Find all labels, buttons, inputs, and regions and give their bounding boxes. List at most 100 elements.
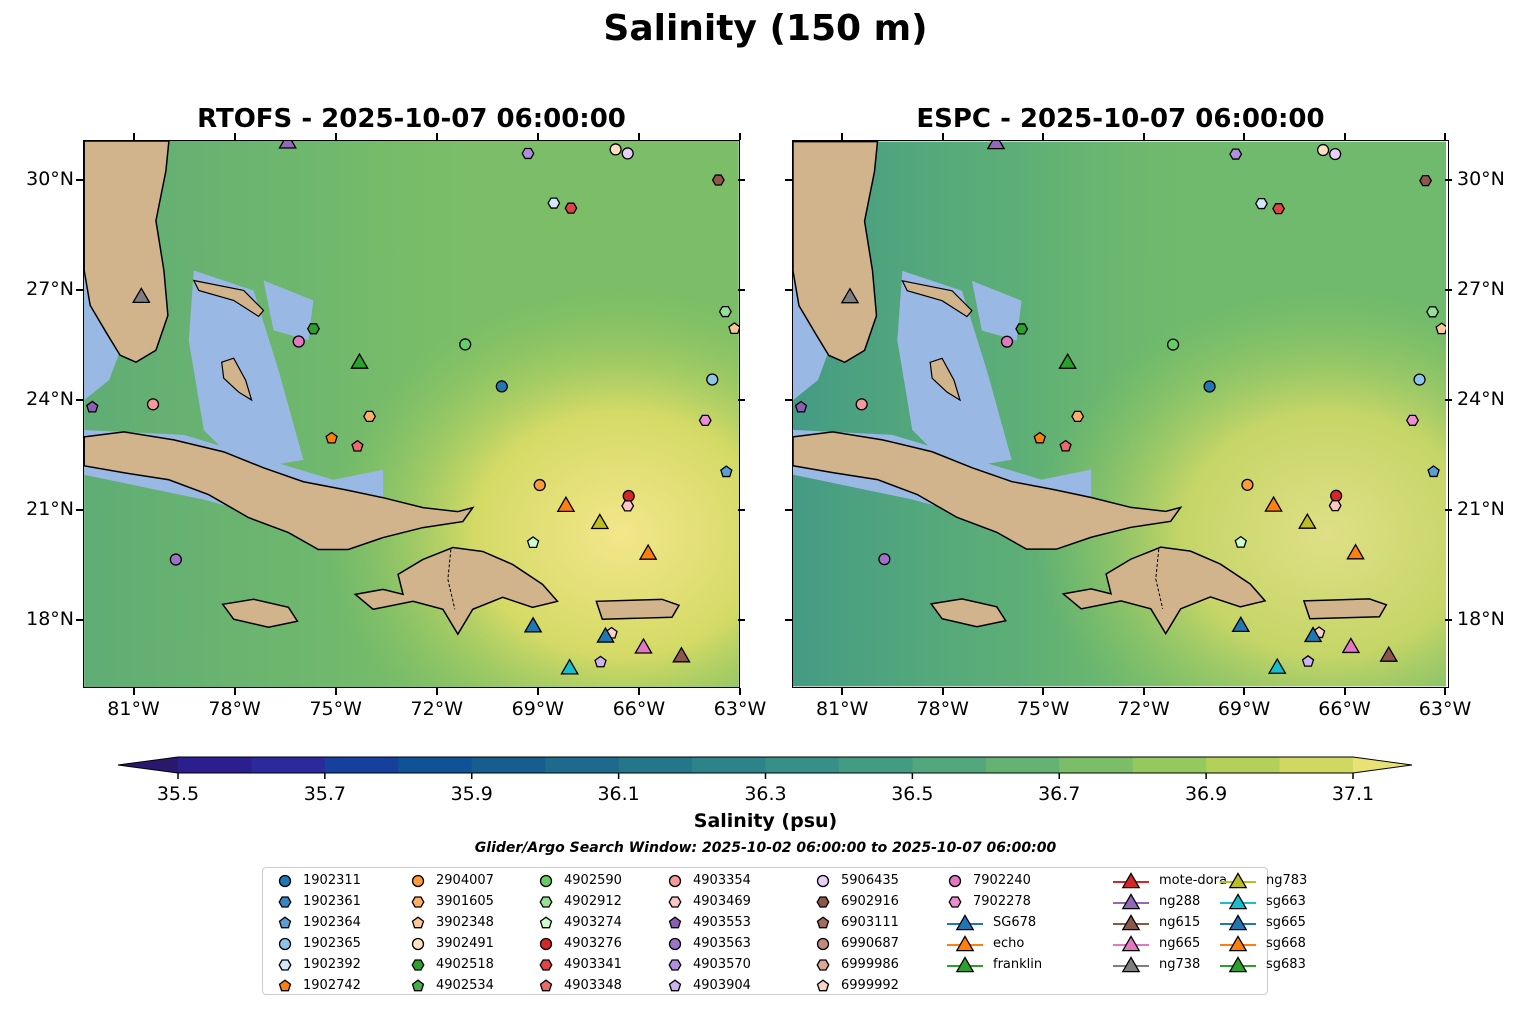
marker-4902518[interactable] <box>1015 323 1029 335</box>
marker-6902916[interactable] <box>1419 175 1433 187</box>
marker-franklin[interactable] <box>1058 352 1077 369</box>
colorbar-bin <box>1132 757 1207 773</box>
marker-2904007[interactable] <box>533 478 546 492</box>
legend-marker-pentagon-icon <box>668 978 682 991</box>
x-tick-label: 69°W <box>1217 698 1271 720</box>
marker-sg663[interactable] <box>1267 657 1287 674</box>
x-tick-mark <box>841 133 844 140</box>
marker-4903553[interactable] <box>86 400 99 413</box>
colorbar-extend-low <box>118 757 178 773</box>
marker-4903570[interactable] <box>521 147 535 160</box>
marker-ng783[interactable] <box>1298 512 1317 529</box>
marker-ng288[interactable] <box>986 133 1006 150</box>
legend-item-1902364: 1902364 <box>275 912 361 933</box>
marker-3901605[interactable] <box>1071 410 1085 423</box>
legend-label: 4903274 <box>564 915 622 930</box>
y-tick-mark <box>76 179 83 182</box>
marker-sg668[interactable] <box>1346 543 1365 560</box>
marker-1902311[interactable] <box>495 380 508 393</box>
marker-ng665[interactable] <box>634 637 653 654</box>
marker-4903354[interactable] <box>146 398 160 411</box>
legend-label: 6903111 <box>841 915 899 930</box>
marker-4903469[interactable] <box>1328 500 1342 512</box>
marker-4902912[interactable] <box>718 305 732 318</box>
marker-ng615[interactable] <box>1379 645 1399 662</box>
marker-4903570[interactable] <box>1229 148 1243 160</box>
marker-4903348[interactable] <box>351 439 364 452</box>
marker-7902240[interactable] <box>1000 335 1014 348</box>
colorbar-extend-high <box>1353 757 1412 773</box>
x-tick-mark <box>334 688 337 695</box>
marker-3902491[interactable] <box>609 143 622 156</box>
marker-echo[interactable] <box>556 495 576 512</box>
marker-4903341[interactable] <box>1272 203 1286 215</box>
marker-7902278[interactable] <box>698 414 712 427</box>
marker-sg665[interactable] <box>596 626 615 643</box>
marker-1902392[interactable] <box>547 197 561 209</box>
marker-4903274[interactable] <box>1234 535 1247 548</box>
marker-1902365[interactable] <box>1413 373 1426 386</box>
marker-2904007[interactable] <box>1241 478 1254 491</box>
marker-sg663[interactable] <box>560 658 579 675</box>
marker-6902916[interactable] <box>711 174 725 186</box>
marker-4903563[interactable] <box>878 553 891 566</box>
marker-4903563[interactable] <box>169 553 182 566</box>
x-tick-mark <box>739 133 741 140</box>
marker-4903276[interactable] <box>1330 489 1343 502</box>
marker-sg668[interactable] <box>638 543 658 560</box>
colorbar-bin <box>398 757 473 773</box>
map-rtofs[interactable] <box>83 132 741 688</box>
marker-3902348[interactable] <box>728 322 741 335</box>
marker-4902590[interactable] <box>1166 338 1180 351</box>
y-tick-label: 24°N <box>26 388 74 411</box>
marker-4902518[interactable] <box>306 323 320 335</box>
marker-1902392[interactable] <box>1255 197 1268 210</box>
colorbar-bin <box>178 757 252 773</box>
marker-1902364[interactable] <box>720 465 733 478</box>
colorbar-bin <box>985 757 1060 773</box>
x-tick-mark <box>132 133 135 140</box>
marker-7902278[interactable] <box>1405 414 1420 426</box>
marker-4903276[interactable] <box>622 489 635 503</box>
colorbar-bin <box>324 757 399 773</box>
marker-4903553[interactable] <box>794 400 808 413</box>
marker-SG678[interactable] <box>1231 615 1251 633</box>
y-tick-label: 21°N <box>1457 498 1505 521</box>
marker-5906435[interactable] <box>621 147 634 160</box>
marker-4903274[interactable] <box>526 536 540 549</box>
marker-4903354[interactable] <box>855 398 868 411</box>
marker-3902491[interactable] <box>1316 143 1330 157</box>
marker-4902912[interactable] <box>1426 306 1440 318</box>
marker-1902742[interactable] <box>1033 431 1047 444</box>
legend-label: 1902392 <box>303 957 361 972</box>
legend-item-3902491: 3902491 <box>408 933 494 954</box>
y-tick-mark <box>1445 289 1452 292</box>
legend-item-4903341: 4903341 <box>536 954 622 975</box>
marker-1902742[interactable] <box>325 431 338 444</box>
marker-4903341[interactable] <box>564 202 578 214</box>
colorbar-tick-label: 36.3 <box>744 783 786 805</box>
marker-franklin[interactable] <box>350 352 369 369</box>
legend-marker-triangle-icon <box>947 913 983 930</box>
marker-4903904[interactable] <box>1301 655 1315 667</box>
marker-ng783[interactable] <box>590 513 610 530</box>
marker-4903469[interactable] <box>621 500 635 512</box>
marker-ng665[interactable] <box>1341 637 1361 654</box>
map-espc[interactable] <box>792 133 1449 688</box>
marker-ng615[interactable] <box>672 646 691 663</box>
marker-4902590[interactable] <box>459 338 472 351</box>
marker-4903348[interactable] <box>1059 439 1072 452</box>
marker-4903904[interactable] <box>594 655 607 668</box>
marker-ng288[interactable] <box>278 132 297 149</box>
marker-ng738[interactable] <box>131 287 151 304</box>
marker-1902365[interactable] <box>706 373 719 386</box>
marker-sg665[interactable] <box>1303 626 1323 643</box>
marker-echo[interactable] <box>1264 495 1283 512</box>
marker-5906435[interactable] <box>1329 147 1342 161</box>
marker-1902311[interactable] <box>1203 380 1216 393</box>
marker-3901605[interactable] <box>363 410 377 423</box>
marker-7902240[interactable] <box>292 335 305 348</box>
marker-SG678[interactable] <box>523 616 543 633</box>
marker-1902364[interactable] <box>1427 465 1440 478</box>
marker-ng738[interactable] <box>840 287 860 304</box>
